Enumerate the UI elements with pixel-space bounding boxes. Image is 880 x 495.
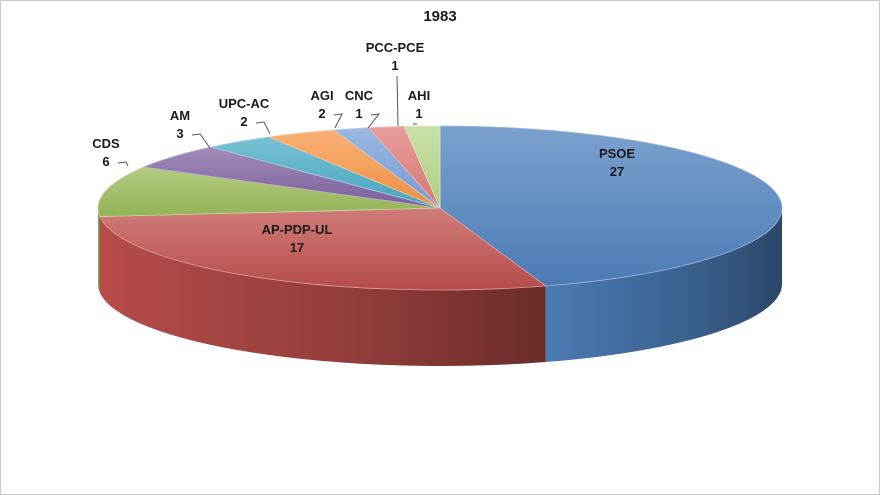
slice-value-pcc-pce: 1 <box>391 58 398 73</box>
slice-label-agi: AGI <box>310 88 333 103</box>
leader-line-cds <box>117 161 129 167</box>
slice-value-agi: 2 <box>318 106 325 121</box>
slice-label-upc-ac: UPC-AC <box>219 96 270 111</box>
slice-label-cnc: CNC <box>345 88 374 103</box>
leader-line-pcc-pce <box>396 75 399 127</box>
slice-value-upc-ac: 2 <box>240 114 247 129</box>
leader-line-cnc <box>367 113 381 129</box>
slice-label-cds: CDS <box>92 136 120 151</box>
pie-slice-cds <box>97 166 441 217</box>
pie-slice-ahi <box>403 125 441 209</box>
leader-line-upc-ac <box>255 121 271 135</box>
slice-label-am: AM <box>170 108 190 123</box>
pie-side-ap-pdp-ul <box>99 216 546 366</box>
pie-slice-psoe <box>439 125 783 287</box>
pie-side-psoe <box>545 208 782 362</box>
pie-side-cds <box>98 208 100 293</box>
pie-slice-ap-pdp-ul <box>99 207 547 291</box>
slice-value-cnc: 1 <box>355 106 362 121</box>
leader-line-agi <box>333 113 343 129</box>
slice-label-ahi: AHI <box>408 88 430 103</box>
slice-value-am: 3 <box>176 126 183 141</box>
slice-value-ap-pdp-ul: 17 <box>290 240 304 255</box>
pie-slices <box>97 125 783 291</box>
chart-title: 1983 <box>423 8 457 25</box>
pie-labels: PSOE 27 AP-PDP-UL 17 CDS 6 AM 3 UPC-AC 2 AGI 2 CNC 1 P… <box>92 40 635 255</box>
slice-label-pcc-pce: PCC-PCE <box>366 40 425 55</box>
slice-label-psoe: PSOE <box>599 146 635 161</box>
slice-value-ahi: 1 <box>415 106 422 121</box>
leader-line-am <box>191 133 211 149</box>
slice-value-cds: 6 <box>102 154 109 169</box>
pie-sides <box>98 208 782 366</box>
slice-label-ap-pdp-ul: AP-PDP-UL <box>262 222 333 237</box>
slice-value-psoe: 27 <box>610 164 624 179</box>
